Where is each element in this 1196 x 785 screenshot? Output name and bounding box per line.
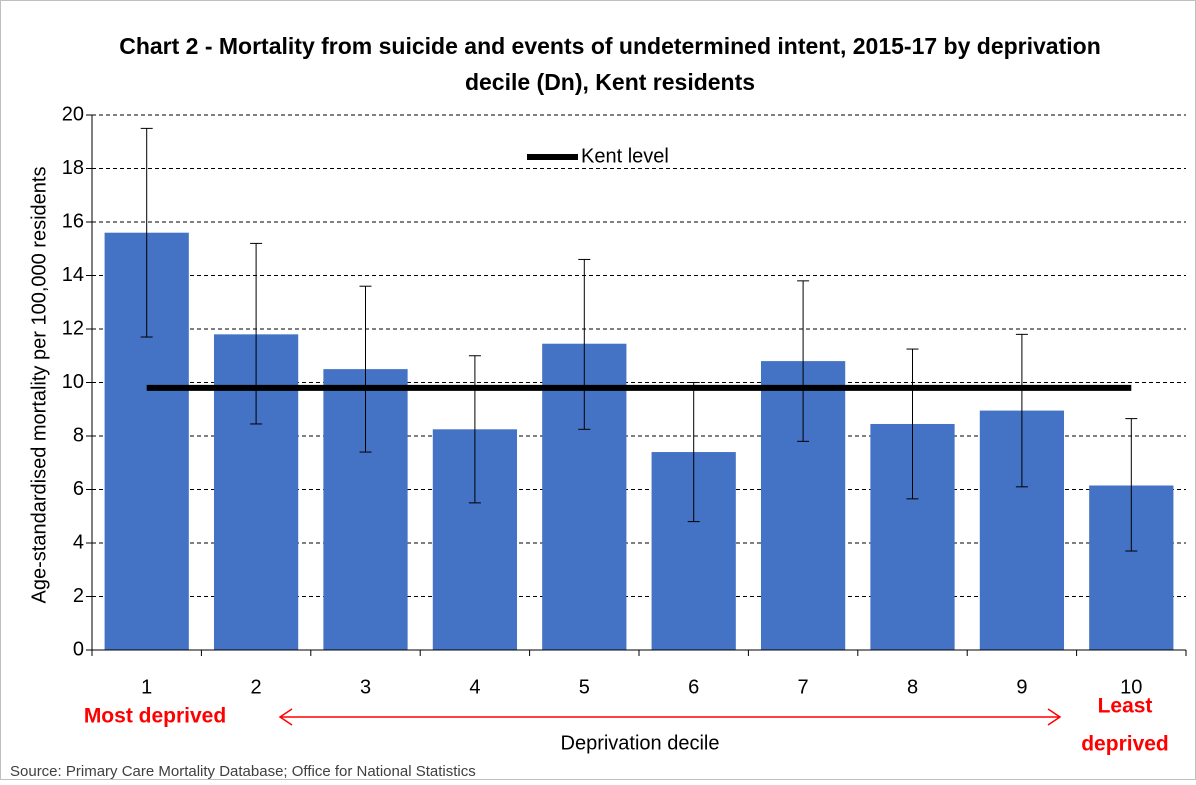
x-tick-label: 9 <box>1016 676 1027 698</box>
legend-label: Kent level <box>581 145 669 167</box>
y-tick-label: 16 <box>62 210 84 232</box>
x-tick-label: 5 <box>579 676 590 698</box>
y-tick-label: 4 <box>73 531 84 553</box>
annotation: deprived <box>1081 733 1169 756</box>
y-tick-label: 14 <box>62 264 84 286</box>
x-tick-label: 6 <box>688 676 699 698</box>
x-axis-label: Deprivation decile <box>561 732 720 754</box>
annotation: Least <box>1098 695 1153 718</box>
y-tick-label: 2 <box>73 585 84 607</box>
annotation: Most deprived <box>84 705 226 728</box>
x-tick-label: 4 <box>469 676 480 698</box>
x-tick-label: 3 <box>360 676 371 698</box>
chart-title: Chart 2 - Mortality from suicide and eve… <box>119 33 1101 59</box>
x-tick-label: 1 <box>141 676 152 698</box>
y-tick-label: 12 <box>62 317 84 339</box>
y-tick-label: 6 <box>73 478 84 500</box>
source-note: Source: Primary Care Mortality Database;… <box>10 763 476 780</box>
chart-title: decile (Dn), Kent residents <box>465 69 755 95</box>
x-tick-label: 10 <box>1120 676 1142 698</box>
x-tick-label: 2 <box>251 676 262 698</box>
y-tick-label: 18 <box>62 157 84 179</box>
y-axis-label: Age-standardised mortality per 100,000 r… <box>28 167 50 604</box>
x-tick-label: 7 <box>798 676 809 698</box>
range-arrow <box>278 708 1062 726</box>
y-tick-label: 0 <box>73 638 84 660</box>
x-tick-label: 8 <box>907 676 918 698</box>
y-tick-label: 8 <box>73 424 84 446</box>
y-tick-label: 20 <box>62 103 84 125</box>
y-tick-label: 10 <box>62 371 84 393</box>
